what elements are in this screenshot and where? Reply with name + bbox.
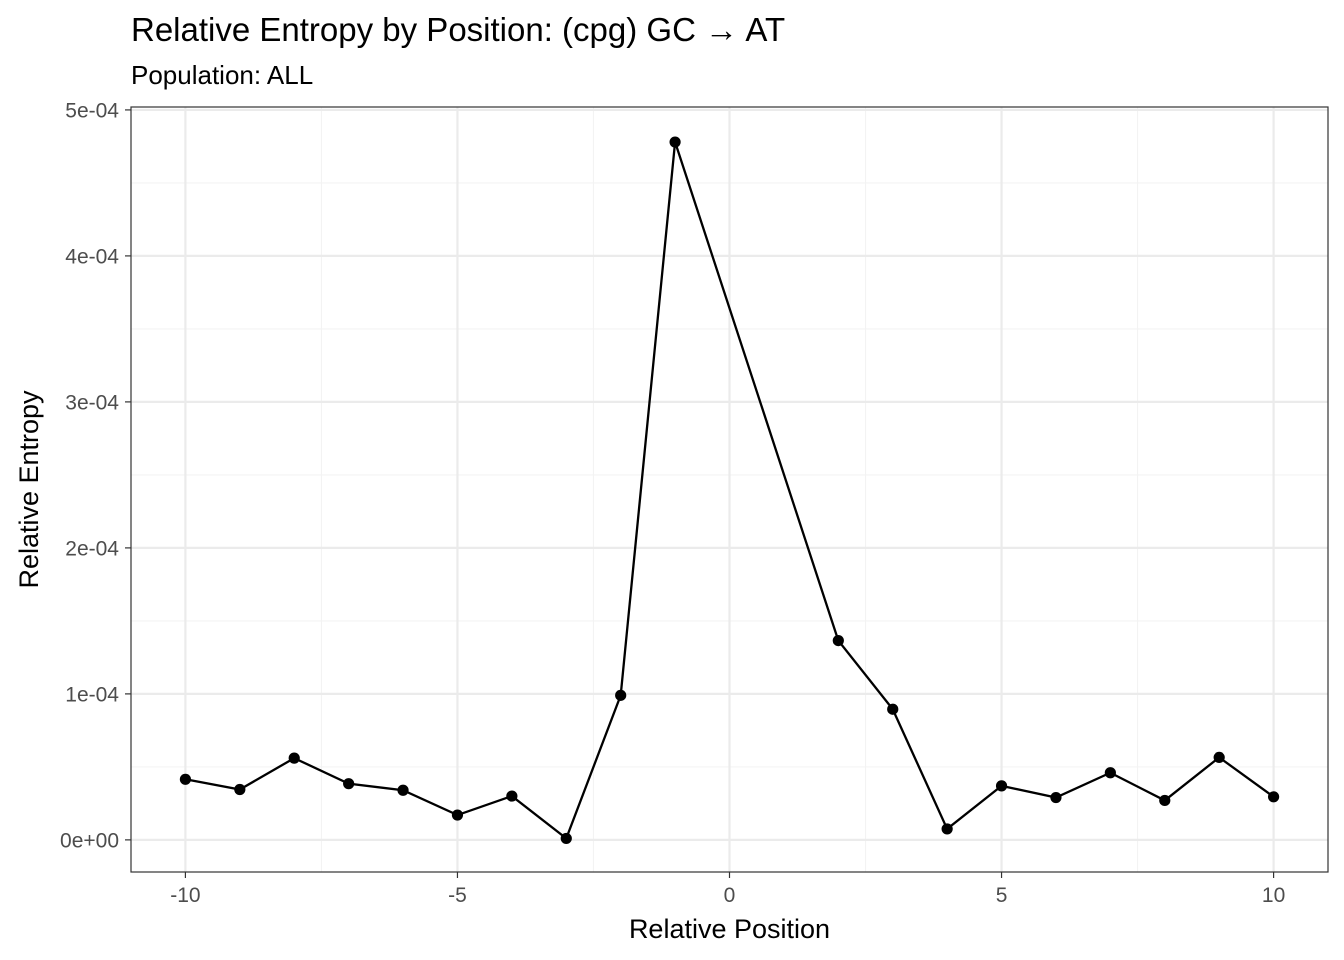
grid (131, 107, 1328, 872)
x-tick-label: 0 (724, 884, 736, 907)
y-tick-label: 0e+00 (60, 829, 119, 852)
y-tick-label: 4e-04 (65, 245, 119, 268)
data-point (397, 784, 409, 796)
y-tick-label: 1e-04 (65, 683, 119, 706)
data-point (1267, 791, 1280, 803)
series (179, 136, 1280, 845)
axes: -10 -5 0 5 10 0e+00 1e-04 2e-04 3e-04 4e-04 5e-04 (60, 99, 1285, 907)
x-tick-label: -10 (170, 884, 200, 907)
y-tick-label: 5e-04 (65, 99, 119, 122)
data-point (995, 780, 1008, 792)
data-point (887, 703, 899, 715)
data-point (941, 823, 953, 835)
data-point (179, 773, 192, 785)
data-point (234, 783, 246, 796)
chart-title: Relative Entropy by Position: (cpg) GC →… (131, 11, 785, 48)
data-point (1213, 751, 1225, 764)
data-point (343, 778, 355, 790)
y-tick-label: 2e-04 (65, 537, 119, 560)
y-axis-title: Relative Entropy (14, 390, 44, 589)
y-tick-label: 3e-04 (65, 391, 119, 414)
data-point (560, 832, 572, 845)
data-point (288, 752, 300, 764)
data-point (1159, 794, 1171, 807)
x-tick-label: -5 (448, 884, 467, 907)
data-point (451, 809, 464, 821)
x-tick-label: 10 (1262, 884, 1285, 907)
chart-subtitle: Population: ALL (131, 60, 313, 90)
data-point (1104, 767, 1116, 779)
data-point (615, 689, 627, 701)
data-point (506, 790, 518, 802)
data-point (832, 635, 844, 647)
data-point (669, 136, 681, 148)
x-tick-label: 5 (996, 884, 1008, 907)
x-axis-title: Relative Position (629, 914, 830, 944)
data-point (1050, 791, 1062, 804)
